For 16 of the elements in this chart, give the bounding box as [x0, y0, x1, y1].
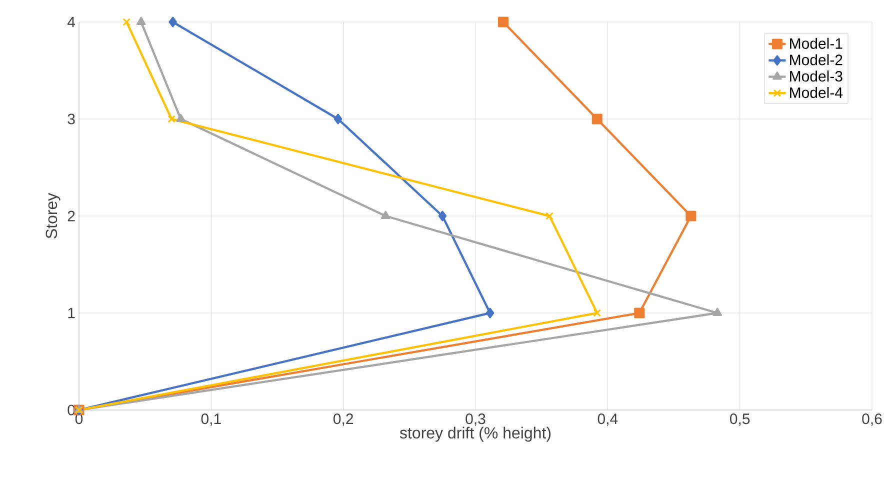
x-tick-label: 0,3	[466, 414, 486, 426]
legend-label: Model-1	[790, 38, 842, 49]
y-tick-label: 1	[68, 308, 75, 318]
x-tick-label: 0,1	[201, 414, 221, 426]
x-tick-label: 0,2	[333, 414, 354, 426]
y-tick-label: 4	[67, 16, 76, 28]
y-axis-title: Storey	[46, 192, 60, 238]
y-tick-label: 3	[68, 114, 75, 124]
x-tick-label: 0,6	[862, 414, 882, 426]
y-tick-label: 2	[68, 210, 75, 222]
x-axis-title: storey drift (% height)	[400, 426, 551, 442]
legend-label: Model-3	[790, 70, 842, 82]
legend-label: Model-2	[790, 54, 842, 66]
x-tick-label: 0,4	[598, 414, 618, 426]
x-tick-label: 0,5	[730, 414, 750, 426]
legend-label: Model-4	[790, 86, 843, 98]
